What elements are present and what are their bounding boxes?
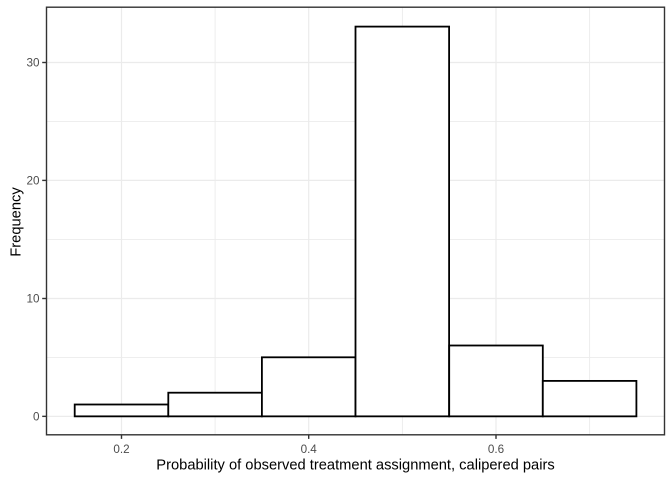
svg-text:10: 10 (26, 293, 40, 306)
svg-text:0.4: 0.4 (301, 443, 318, 456)
svg-text:Probability of observed treatm: Probability of observed treatment assign… (156, 457, 554, 473)
svg-text:0.6: 0.6 (488, 443, 504, 456)
svg-text:20: 20 (26, 175, 40, 188)
svg-text:30: 30 (26, 57, 40, 70)
svg-text:0: 0 (33, 411, 40, 424)
svg-text:0.2: 0.2 (113, 443, 129, 456)
svg-text:Frequency: Frequency (8, 187, 24, 257)
